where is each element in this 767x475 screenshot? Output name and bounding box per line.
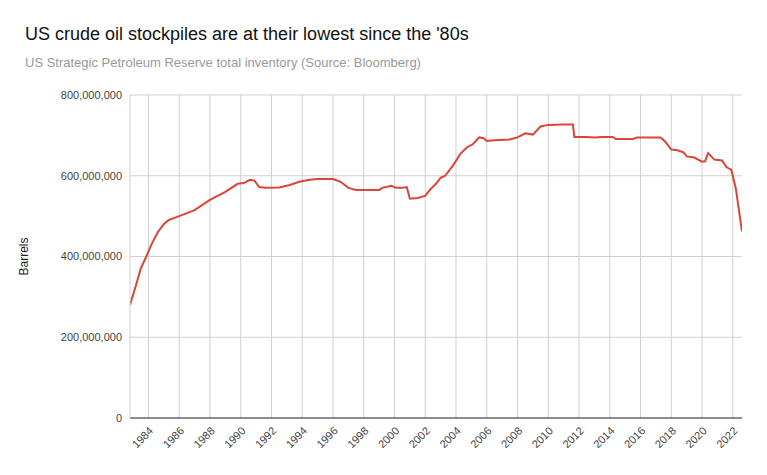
svg-text:2020: 2020 xyxy=(683,424,709,450)
svg-text:2018: 2018 xyxy=(652,424,678,450)
svg-text:2016: 2016 xyxy=(622,424,648,450)
svg-text:400,000,000: 400,000,000 xyxy=(61,250,122,262)
svg-text:1998: 1998 xyxy=(345,424,371,450)
svg-text:1994: 1994 xyxy=(283,424,309,450)
html-text:US crude oil stockpiles are at: US crude oil stockpiles are at their low… xyxy=(25,24,469,44)
svg-text:1992: 1992 xyxy=(253,424,279,450)
svg-text:2010: 2010 xyxy=(529,424,555,450)
html-text:US Strategic Petroleum Reserve: US Strategic Petroleum Reserve total inv… xyxy=(25,55,421,70)
svg-text:Barrels: Barrels xyxy=(17,237,31,275)
svg-text:2000: 2000 xyxy=(376,424,402,450)
svg-text:0: 0 xyxy=(116,412,122,424)
svg-text:2006: 2006 xyxy=(468,424,494,450)
svg-text:2004: 2004 xyxy=(437,424,463,450)
svg-text:1986: 1986 xyxy=(160,424,186,450)
svg-text:600,000,000: 600,000,000 xyxy=(61,170,122,182)
svg-text:200,000,000: 200,000,000 xyxy=(61,331,122,343)
svg-text:2012: 2012 xyxy=(560,424,586,450)
svg-text:2002: 2002 xyxy=(406,424,432,450)
svg-text:1988: 1988 xyxy=(191,424,217,450)
svg-text:1996: 1996 xyxy=(314,424,340,450)
svg-text:1990: 1990 xyxy=(222,424,248,450)
svg-text:1984: 1984 xyxy=(130,424,156,450)
svg-text:800,000,000: 800,000,000 xyxy=(61,89,122,101)
svg-text:2008: 2008 xyxy=(499,424,525,450)
svg-text:2014: 2014 xyxy=(591,424,617,450)
svg-text:2022: 2022 xyxy=(714,424,740,450)
